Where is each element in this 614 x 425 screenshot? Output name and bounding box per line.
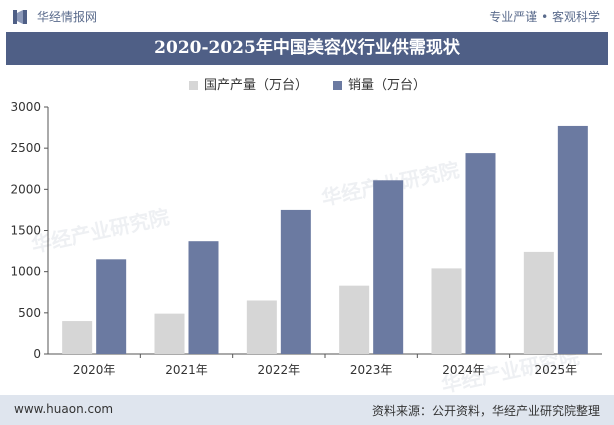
x-tick-label-3: 2023年: [350, 363, 393, 377]
bar-sales-5: [557, 125, 588, 354]
bar-sales-1: [188, 241, 219, 354]
x-tick-label-5: 2025年: [535, 363, 578, 377]
bar-production-4: [431, 268, 462, 354]
brand-name: 华经情报网: [37, 10, 98, 24]
legend-label-production: 国产产量（万台）: [204, 78, 309, 93]
bar-production-2: [246, 300, 277, 354]
legend-item-production: 国产产量（万台）: [189, 74, 308, 93]
bar-production-1: [154, 313, 185, 354]
bar-sales-3: [373, 180, 404, 354]
legend-swatch-sales: [333, 81, 342, 90]
y-tick-label-6: 3000: [10, 100, 41, 114]
x-tick-label-0: 2020年: [73, 363, 116, 377]
y-tick-label-5: 2500: [10, 141, 41, 155]
bar-production-0: [62, 321, 93, 354]
footer: www.huaon.com 资料来源：公开资料，华经产业研究院整理: [0, 395, 614, 425]
bar-sales-4: [465, 153, 496, 354]
legend-item-sales: 销量（万台）: [333, 74, 426, 93]
top-bar: 华经情报网 专业严谨 • 客观科学: [0, 0, 614, 32]
y-tick-label-0: 0: [33, 347, 41, 361]
bar-chart: 0 500 1000 1500 2000 2500 3000 2020年 2021年 2022年 2…: [10, 100, 602, 377]
legend-label-sales: 销量（万台）: [348, 78, 427, 93]
x-tick-label-1: 2021年: [165, 363, 208, 377]
tagline: 专业严谨 • 客观科学: [489, 10, 600, 24]
x-tick-label-2: 2022年: [258, 363, 301, 377]
y-tick-label-4: 2000: [10, 182, 41, 196]
x-tick-label-4: 2024年: [442, 363, 485, 377]
bar-production-3: [339, 285, 370, 354]
y-tick-label-2: 1000: [10, 265, 41, 279]
y-tick-label-1: 500: [18, 306, 41, 320]
footer-url[interactable]: www.huaon.com: [14, 402, 114, 416]
bar-sales-0: [96, 259, 127, 354]
chart-title: 2020-2025年中国美容仪行业供需现状: [6, 32, 608, 65]
legend-swatch-production: [189, 81, 198, 90]
logo-icon: [13, 10, 27, 24]
footer-source: 资料来源：公开资料，华经产业研究院整理: [371, 404, 600, 418]
bar-production-5: [523, 251, 554, 354]
y-tick-label-3: 1500: [10, 224, 41, 238]
bar-sales-2: [280, 209, 311, 354]
legend: 国产产量（万台） 销量（万台）: [0, 72, 614, 94]
